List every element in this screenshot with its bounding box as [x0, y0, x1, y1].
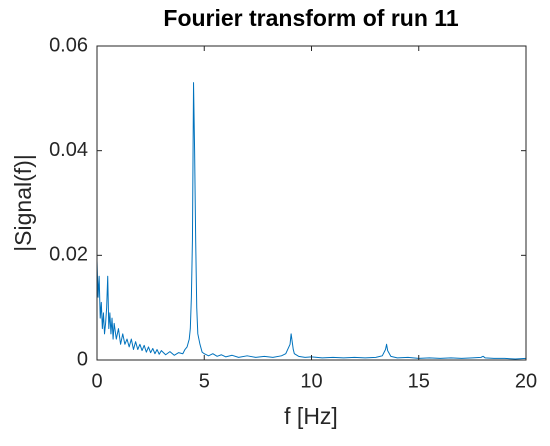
y-tick-label: 0.04: [49, 139, 88, 161]
y-tick-label: 0: [77, 348, 88, 370]
y-tick-label: 0.06: [49, 34, 88, 56]
x-tick-label: 0: [91, 370, 102, 392]
data-line: [96, 82, 527, 360]
x-tick-label: 10: [300, 370, 322, 392]
x-tick-label: 15: [408, 370, 430, 392]
y-tick-label: 0.02: [49, 244, 88, 266]
y-axis-label: |Signal(f)|: [10, 154, 36, 252]
chart-title: Fourier transform of run 11: [163, 5, 458, 31]
x-tick-label: 20: [515, 370, 537, 392]
x-axis-label: f [Hz]: [284, 403, 338, 429]
plot-frame: [96, 45, 527, 361]
x-tick-label: 5: [199, 370, 210, 392]
